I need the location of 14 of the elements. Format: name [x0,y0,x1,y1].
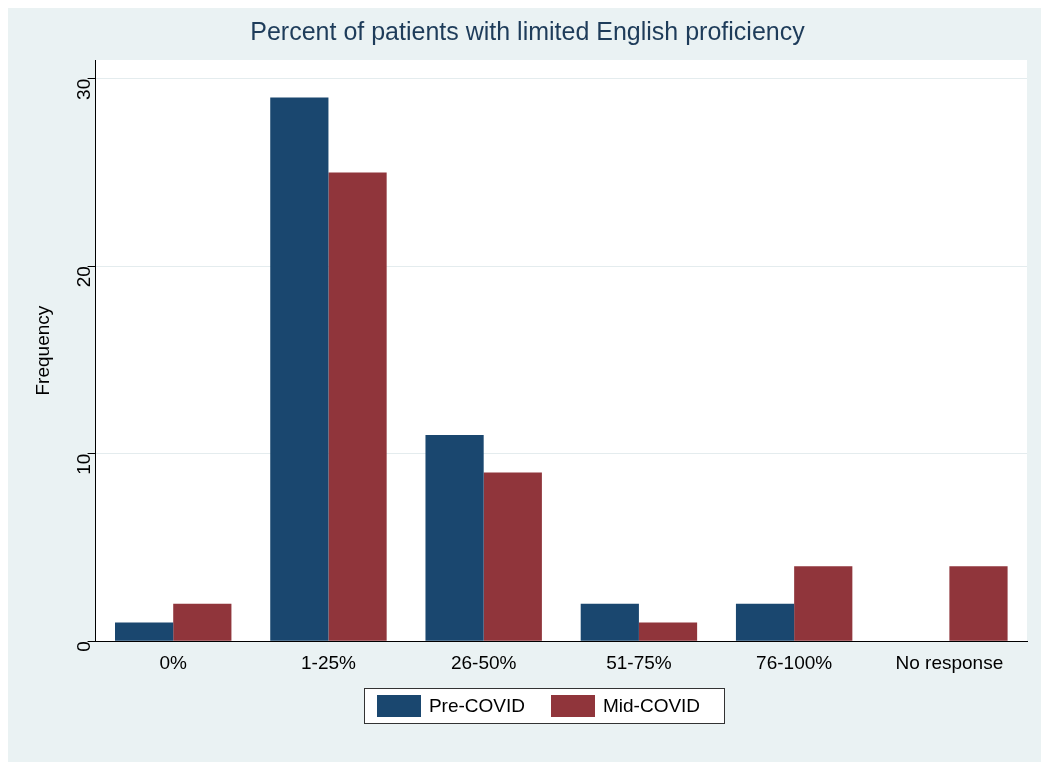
y-tick-label: 0 [72,641,94,652]
y-tick-label: 20 [72,266,94,288]
chart-title: Percent of patients with limited English proficiency [250,16,806,45]
y-axis-title: Frequency [31,305,53,396]
x-tick-label: 0% [159,651,188,673]
legend-label: Mid-COVID [602,695,701,717]
x-tick-label: No response [895,651,1004,673]
y-tick-label: 30 [72,78,94,100]
legend-label: Pre-COVID [428,695,525,717]
x-tick-label: 76-100% [756,651,833,673]
y-tick-label: 10 [72,453,94,475]
x-tick-label: 26-50% [450,651,517,673]
x-tick-label: 51-75% [606,651,672,673]
x-tick-label: 1-25% [300,651,357,673]
